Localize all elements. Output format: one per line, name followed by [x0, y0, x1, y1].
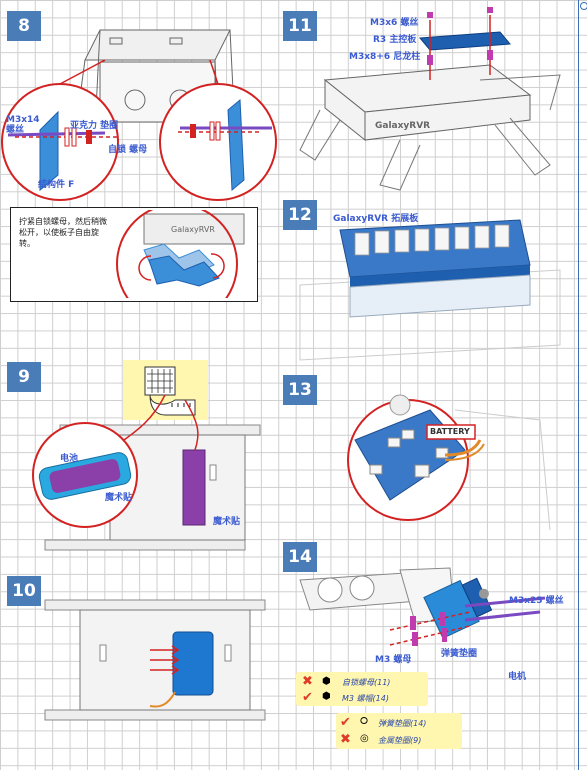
step-10-badge: 10	[7, 576, 41, 606]
step-8-screw-label: M3x14 螺丝	[6, 115, 40, 135]
step-14-motor-label: 电机	[508, 672, 527, 682]
step-10-illustration	[44, 599, 266, 721]
step-12-badge: 12	[283, 200, 317, 230]
legend-spring-washer: 弹簧垫圈(14)	[378, 719, 427, 728]
legend-mark-check-2: ✔	[340, 715, 351, 730]
step-11-board-label: R3 主控板	[373, 35, 417, 45]
step-11-rover-text: GalaxyRVR	[375, 121, 430, 131]
step-11-screw-label: M3x6 螺丝	[370, 18, 419, 28]
nut-legend: ✖ ⬢ 自锁螺母(11) ✔ ⬢ M3 螺帽(14)	[296, 672, 428, 706]
step-9-battery-label: 电池	[60, 454, 79, 464]
step-8-washer-label: 亚克力 垫圈	[70, 121, 119, 131]
step-14-screw-label: M3x25 螺丝	[509, 596, 564, 606]
step-11-illustration: GalaxyRVR	[299, 7, 561, 191]
self-lock-nut-icon: ⬢	[322, 676, 331, 687]
legend-mark-cross: ✖	[302, 674, 313, 689]
step-8-board-text: GalaxyRVR	[171, 225, 215, 234]
step-9-velcro-label-2: 魔术贴	[213, 517, 241, 527]
step-14-nut-label: M3 螺母	[375, 655, 412, 665]
step-14-illustration	[299, 567, 546, 646]
step-14-badge: 14	[283, 542, 317, 572]
step-8-note-illustration: GalaxyRVR	[109, 210, 245, 298]
step-8-nut-label: 自锁 螺母	[108, 145, 148, 155]
step-13-illustration	[347, 394, 551, 531]
step-13-badge: 13	[283, 375, 317, 405]
step-13-battery-port-label: BATTERY	[430, 427, 470, 436]
step-9-badge: 9	[7, 362, 41, 392]
step-8-illustration	[1, 29, 277, 201]
legend-mark-cross-2: ✖	[340, 732, 351, 747]
step-8-note-text: 拧紧自锁螺母，然后稍微松开，以使板子自由旋转。	[19, 217, 107, 248]
page-right-rule	[578, 0, 579, 770]
legend-self-lock-nut: 自锁螺母(11)	[342, 678, 391, 687]
metal-washer-icon: ◎	[360, 733, 369, 744]
step-9-illustration	[32, 360, 261, 551]
legend-mark-check: ✔	[302, 690, 313, 705]
step-12-illustration	[299, 219, 561, 361]
step-12-shield-label: GalaxyRVR 拓展板	[333, 214, 419, 224]
step-8-badge: 8	[7, 11, 41, 41]
step-8-part-label: 结构件 F	[38, 180, 75, 190]
step-8-note-box: 拧紧自锁螺母，然后稍微松开，以使板子自由旋转。 GalaxyRVR	[10, 207, 258, 302]
step-11-badge: 11	[283, 11, 317, 41]
step-11-standoff-label: M3x8+6 尼龙柱	[349, 52, 421, 62]
corner-mark	[580, 2, 587, 10]
step-9-velcro-label-1: 魔术贴	[105, 493, 133, 503]
legend-metal-washer: 金属垫圈(9)	[378, 736, 422, 745]
washer-legend: ✔ ⭘ 弹簧垫圈(14) ✖ ◎ 金属垫圈(9)	[336, 713, 462, 749]
step-14-spring-washer-label: 弹簧垫圈	[441, 649, 478, 659]
m3-nut-icon: ⬢	[322, 691, 331, 702]
legend-m3-nut: M3 螺帽(14)	[342, 694, 389, 703]
spring-washer-icon: ⭘	[360, 716, 368, 727]
